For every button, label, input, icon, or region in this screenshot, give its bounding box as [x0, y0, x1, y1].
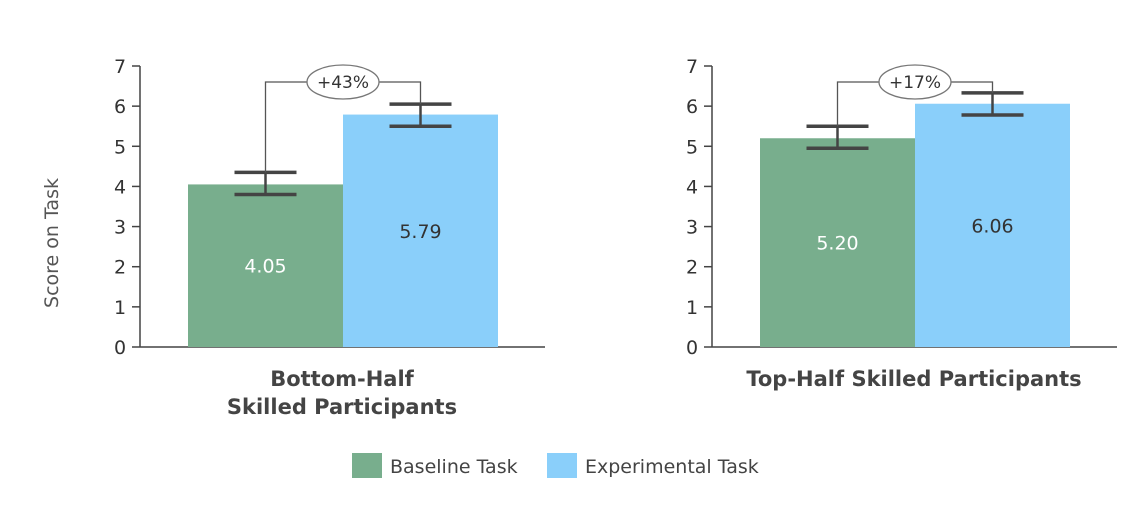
y-tick-label: 5: [114, 136, 126, 158]
x-category-label: Bottom-Half: [270, 367, 414, 391]
chart-panel-1: 0 1 2 3 4 5 6 7 4.05 5.79 +43% Bottom-Half Skilled P…: [114, 56, 545, 419]
legend: Baseline Task Experimental Task: [352, 453, 759, 478]
y-tick-label: 1: [686, 297, 698, 319]
bar-value-label: 4.05: [244, 256, 286, 278]
difference-bracket: +17%: [836, 64, 994, 127]
bar-value-label: 5.20: [816, 233, 858, 255]
legend-swatch: [352, 453, 382, 478]
y-tick-label: 7: [686, 56, 698, 78]
y-tick-label: 3: [114, 217, 126, 239]
bar-experimental-task: [915, 103, 1070, 347]
y-tick-label: 2: [114, 257, 126, 279]
y-tick-label: 0: [686, 337, 698, 359]
y-tick-label: 2: [686, 257, 698, 279]
y-tick-label: 0: [114, 337, 126, 359]
difference-oval: [306, 64, 380, 100]
y-tick-label: 4: [686, 176, 698, 198]
y-tick-label: 1: [114, 297, 126, 319]
x-category-label: Skilled Participants: [227, 395, 457, 419]
bar-baseline-task: [760, 138, 915, 347]
legend-label: Experimental Task: [585, 456, 759, 478]
y-axis-title: Score on Task: [41, 178, 63, 308]
legend-item: Experimental Task: [547, 453, 759, 478]
difference-label: +17%: [889, 73, 941, 93]
difference-oval: [878, 64, 952, 100]
y-tick-label: 4: [114, 176, 126, 198]
y-tick-label: 5: [686, 136, 698, 158]
difference-label: +43%: [317, 73, 369, 93]
y-tick-label: 6: [114, 96, 126, 118]
x-category-label: Top-Half Skilled Participants: [746, 367, 1081, 391]
chart-panel-2: 0 1 2 3 4 5 6 7 5.20 6.06 +17% Top-Half Skilled Par…: [686, 56, 1117, 391]
y-tick-label: 7: [114, 56, 126, 78]
legend-label: Baseline Task: [390, 456, 518, 478]
y-tick-label: 6: [686, 96, 698, 118]
bar-value-label: 5.79: [399, 221, 441, 243]
y-tick-label: 3: [686, 217, 698, 239]
difference-bracket: +43%: [264, 64, 422, 173]
bar-baseline-task: [188, 184, 343, 347]
bar-experimental-task: [343, 114, 498, 347]
legend-item: Baseline Task: [352, 453, 518, 478]
bar-value-label: 6.06: [971, 215, 1013, 237]
legend-swatch: [547, 453, 577, 478]
